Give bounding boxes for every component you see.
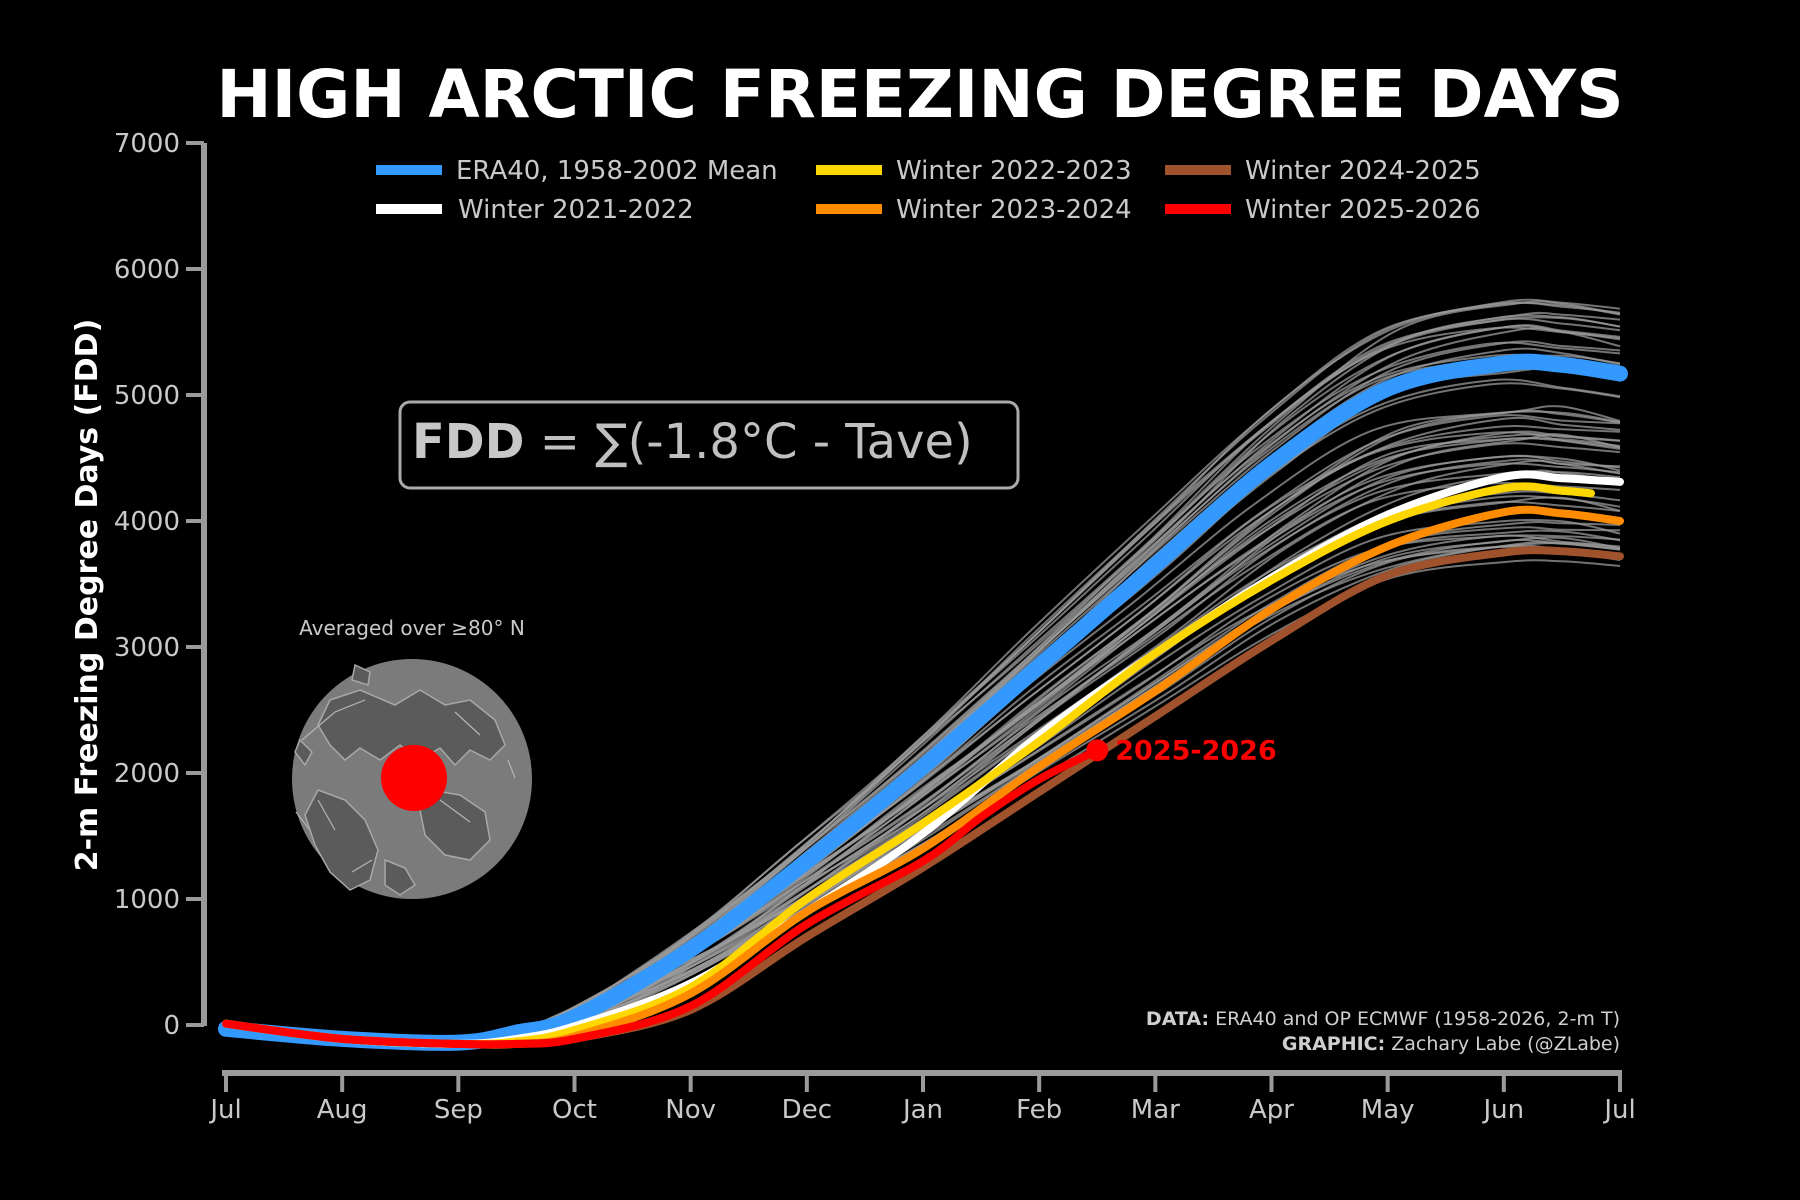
x-tick-label: Sep: [434, 1095, 483, 1125]
x-tick-label: Jul: [208, 1095, 241, 1125]
x-tick-label: May: [1361, 1095, 1415, 1125]
formula-expression: = ∑(-1.8°C - Tave): [524, 414, 972, 470]
formula-box: FDD = ∑(-1.8°C - Tave): [398, 400, 1020, 490]
y-ticks: 0 1000 2000 3000 4000 5000 6000 7000: [114, 129, 204, 1041]
y-tick-label: 2000: [114, 759, 180, 789]
legend-label: Winter 2022-2023: [896, 156, 1132, 186]
credits-graphic-text: Zachary Labe (@ZLabe): [1385, 1033, 1620, 1055]
region-label: Averaged over ≥80° N: [299, 616, 525, 640]
map-coastlines: [295, 699, 516, 873]
credits-data-label: DATA:: [1146, 1008, 1209, 1030]
x-ticks: Jul Aug Sep Oct Nov Dec Jan Feb Mar Apr May Jun Jul: [208, 1073, 1636, 1125]
x-tick-label: Nov: [665, 1095, 716, 1125]
credits-graphic: GRAPHIC: Zachary Labe (@ZLabe): [1282, 1033, 1620, 1055]
current-year-end-label: 2025-2026: [1115, 735, 1277, 766]
x-tick-label: Jul: [1602, 1095, 1635, 1125]
credits-data-text: ERA40 and OP ECMWF (1958-2026, 2-m T): [1209, 1008, 1620, 1030]
x-tick-label: Jan: [901, 1095, 943, 1125]
x-tick-label: Mar: [1131, 1095, 1180, 1125]
legend-label: Winter 2021-2022: [458, 195, 694, 225]
series-lines: [218, 353, 1628, 1051]
formula-box-border: [398, 400, 1020, 490]
x-tick-label: Feb: [1016, 1095, 1062, 1125]
credits-graphic-label: GRAPHIC:: [1282, 1033, 1385, 1055]
y-tick-label: 3000: [114, 633, 180, 663]
legend: ERA40, 1958-2002 Mean Winter 2021-2022 Win…: [376, 156, 1481, 225]
series-line-5: [222, 746, 1102, 1049]
y-tick-label: 4000: [114, 507, 180, 537]
y-tick-label: 6000: [114, 255, 180, 285]
x-tick-label: Dec: [782, 1095, 832, 1125]
y-tick-label: 1000: [114, 885, 180, 915]
legend-label: ERA40, 1958-2002 Mean: [456, 156, 778, 186]
legend-label: Winter 2024-2025: [1245, 156, 1481, 186]
y-tick-label: 0: [163, 1011, 180, 1041]
x-tick-label: Jun: [1482, 1095, 1525, 1125]
y-tick-label: 7000: [114, 129, 180, 159]
x-tick-label: Oct: [552, 1095, 597, 1125]
y-axis-label: 2-m Freezing Degree Days (FDD): [70, 319, 105, 872]
credits-data: DATA: ERA40 and OP ECMWF (1958-2026, 2-m…: [1146, 1008, 1620, 1030]
svg-text:FDD = ∑(-1.8°C - Tave): FDD = ∑(-1.8°C - Tave): [412, 414, 973, 470]
x-tick-label: Aug: [317, 1095, 368, 1125]
y-tick-label: 5000: [114, 381, 180, 411]
x-tick-label: Apr: [1249, 1095, 1294, 1125]
map-land-shapes: [294, 663, 506, 896]
chart-title: HIGH ARCTIC FREEZING DEGREE DAYS: [216, 56, 1623, 133]
current-year-end-marker: [1086, 739, 1109, 762]
legend-label: Winter 2025-2026: [1245, 195, 1481, 225]
formula-fdd: FDD: [412, 414, 524, 470]
region-marker: [381, 745, 447, 811]
arctic-map: Averaged over ≥80° N: [292, 616, 532, 899]
legend-label: Winter 2023-2024: [896, 195, 1132, 225]
